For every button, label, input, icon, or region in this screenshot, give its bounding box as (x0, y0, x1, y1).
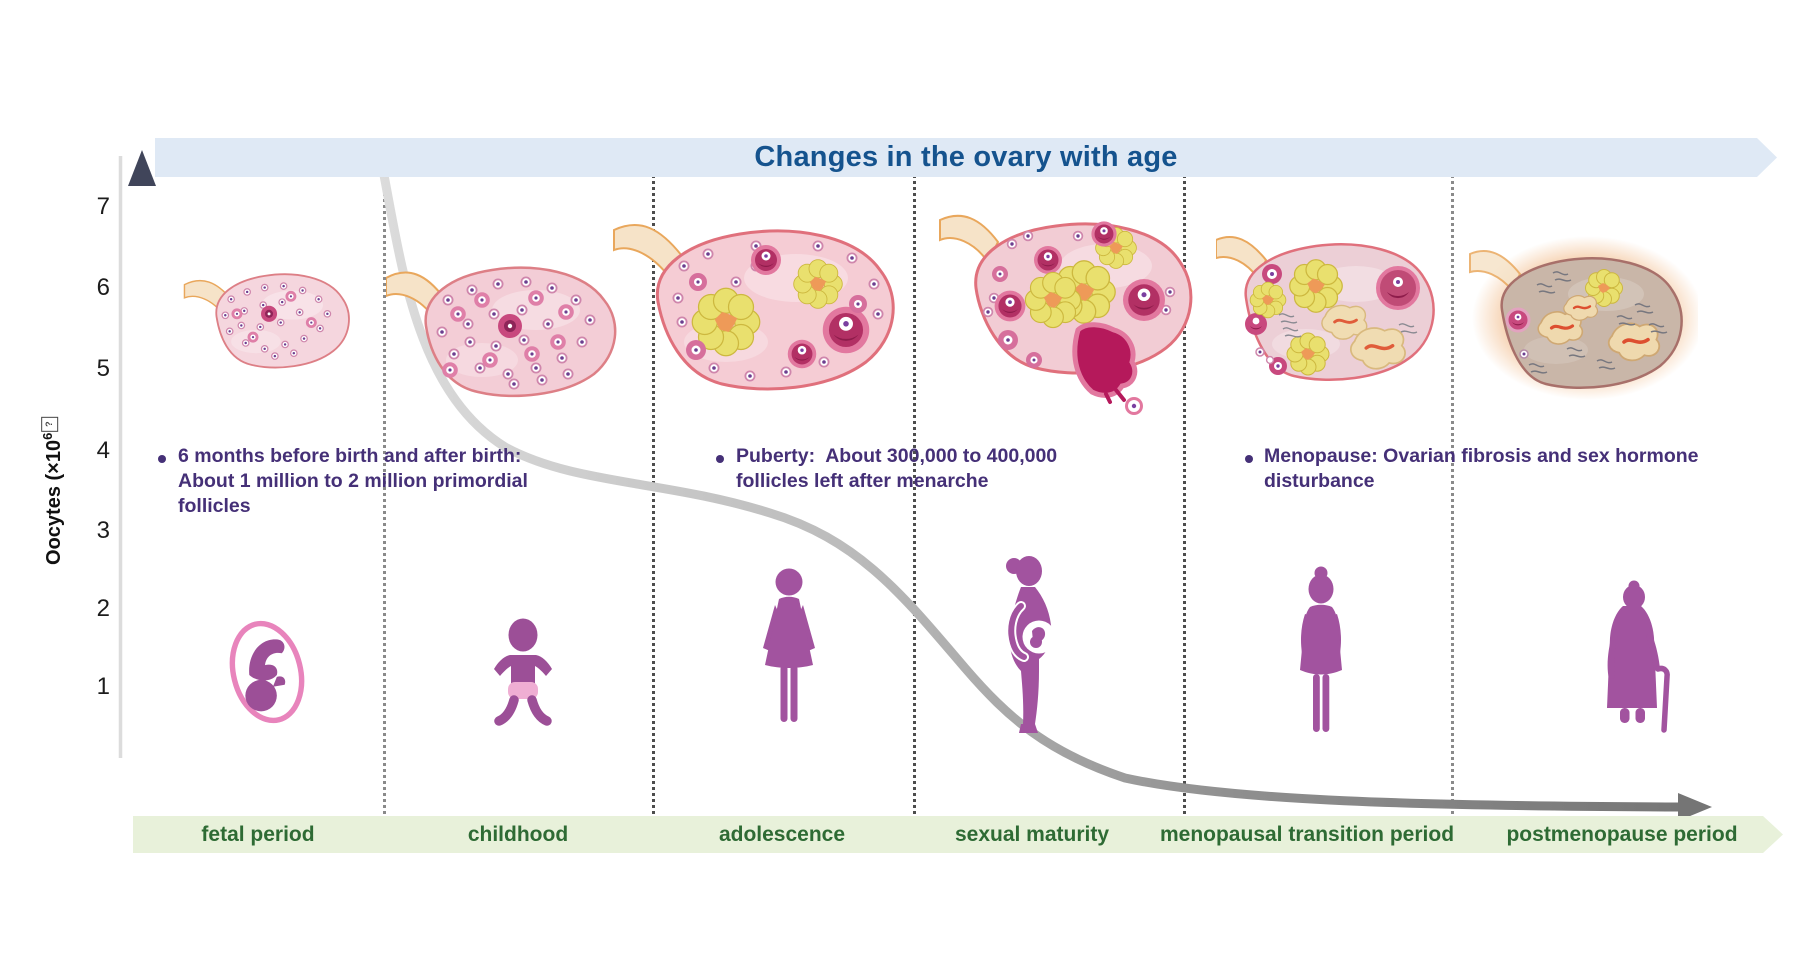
ovary-childhood-illustration (386, 266, 617, 398)
ovary-sexual-maturity-illustration (939, 214, 1193, 415)
elderly-woman-with-cane-icon (1607, 580, 1670, 733)
tick-5: 5 (96, 355, 110, 382)
ovary-fetal-illustration (183, 273, 350, 369)
young-woman-icon (763, 568, 815, 722)
title-banner: Changes in the ovary with age (155, 138, 1777, 177)
tick-4: 4 (96, 437, 110, 464)
tick-6: 6 (96, 274, 110, 301)
stage-label-menopausal-transition: menopausal transition period (1159, 823, 1455, 846)
tick-3: 3 (96, 517, 110, 544)
missing-glyph-box: ? (41, 416, 59, 432)
stage-label-sexual-maturity: sexual maturity (954, 823, 1110, 846)
middle-aged-woman-icon (1300, 566, 1342, 732)
fetus-icon (229, 620, 305, 724)
tick-1: 1 (96, 673, 110, 700)
stage-label-adolescence: adolescence (718, 823, 846, 846)
tick-2: 2 (96, 595, 110, 622)
bullet-1 (158, 455, 166, 463)
tick-7: 7 (96, 193, 110, 220)
annotation-menopause: Menopause: Ovarian fibrosis and sex horm… (1264, 445, 1699, 492)
stage-label-postmenopause: postmenopause period (1506, 823, 1738, 846)
ovary-postmenopause-illustration (1469, 236, 1698, 400)
stage-label-childhood: childhood (467, 823, 569, 846)
ovary-adolescence-illustration (613, 224, 895, 391)
page-title: Changes in the ovary with age (754, 141, 1178, 173)
annotation-puberty: Puberty: About 300,000 to 400,000 follic… (736, 445, 1058, 492)
stage-label-fetal: fetal period (201, 823, 315, 846)
oocyte-axis-arrow (128, 150, 156, 692)
bullet-3 (1245, 455, 1253, 463)
pregnant-woman-icon (1006, 556, 1056, 733)
baby-icon (494, 618, 552, 726)
bullet-2 (716, 455, 724, 463)
life-stage-band (133, 816, 1783, 853)
y-axis-label: Oocytes (×106? (40, 376, 66, 606)
annotation-fetal: 6 months before birth and after birth: A… (178, 445, 528, 517)
ovary-menopausal-transition-illustration (1216, 235, 1435, 381)
